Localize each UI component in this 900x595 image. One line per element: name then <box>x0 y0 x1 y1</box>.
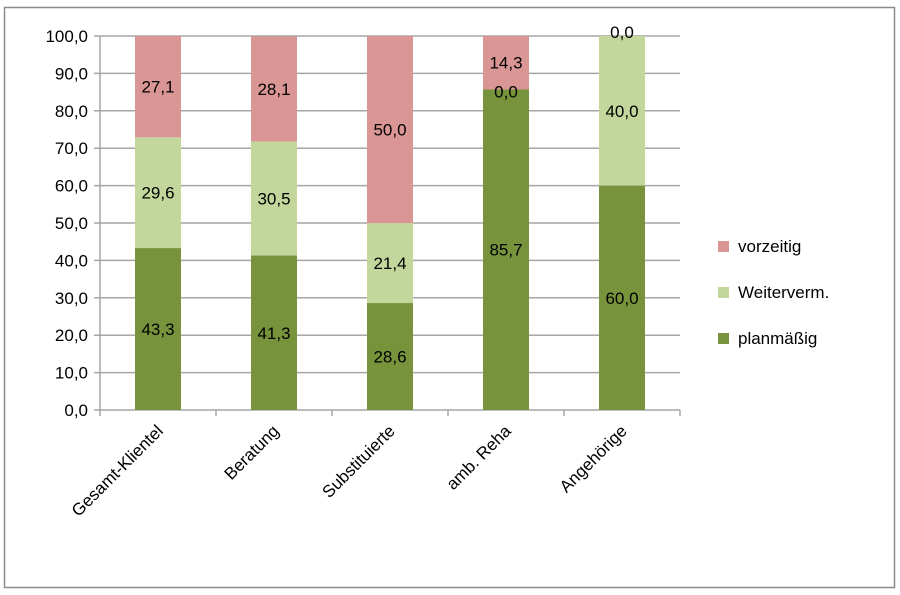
data-label: 21,4 <box>373 254 406 273</box>
legend-label: Weiterverm. <box>738 283 829 302</box>
data-label: 43,3 <box>141 320 174 339</box>
bar-planmig <box>135 248 181 410</box>
bar-Weiterverm <box>367 223 413 304</box>
data-label: 85,7 <box>489 241 522 260</box>
y-tick-label: 20,0 <box>55 326 88 345</box>
y-tick-label: 0,0 <box>64 401 88 420</box>
y-tick-label: 30,0 <box>55 289 88 308</box>
data-label: 50,0 <box>373 121 406 140</box>
y-tick-label: 60,0 <box>55 177 88 196</box>
y-tick-label: 90,0 <box>55 64 88 83</box>
bar-planmig <box>599 185 645 410</box>
y-tick-label: 40,0 <box>55 251 88 270</box>
y-tick-label: 100,0 <box>45 27 88 46</box>
data-label: 0,0 <box>610 23 634 42</box>
data-label: 14,3 <box>489 54 522 73</box>
legend-label: planmäßig <box>738 329 817 348</box>
bar-planmig <box>483 89 529 411</box>
data-label: 60,0 <box>605 289 638 308</box>
bar-Weiterverm <box>599 36 645 186</box>
data-label: 27,1 <box>141 78 174 97</box>
legend-swatch <box>718 333 729 344</box>
bar-Weiterverm <box>251 141 297 256</box>
bar-vorzeitig <box>367 36 413 223</box>
legend-label: vorzeitig <box>738 237 801 256</box>
bar-vorzeitig <box>251 36 297 142</box>
legend-swatch <box>718 287 729 298</box>
y-tick-label: 70,0 <box>55 139 88 158</box>
data-label: 30,5 <box>257 190 290 209</box>
data-label: 28,1 <box>257 80 290 99</box>
data-label: 41,3 <box>257 324 290 343</box>
y-tick-label: 80,0 <box>55 102 88 121</box>
y-tick-label: 50,0 <box>55 214 88 233</box>
bar-vorzeitig <box>483 36 529 90</box>
data-label: 29,6 <box>141 184 174 203</box>
bar-planmig <box>367 303 413 410</box>
legend-swatch <box>718 241 729 252</box>
bar-Weiterverm <box>135 137 181 249</box>
bar-vorzeitig <box>135 36 181 138</box>
data-label: 28,6 <box>373 348 406 367</box>
data-label: 40,0 <box>605 102 638 121</box>
bar-planmig <box>251 255 297 410</box>
y-tick-label: 10,0 <box>55 364 88 383</box>
data-label: 0,0 <box>494 82 518 101</box>
